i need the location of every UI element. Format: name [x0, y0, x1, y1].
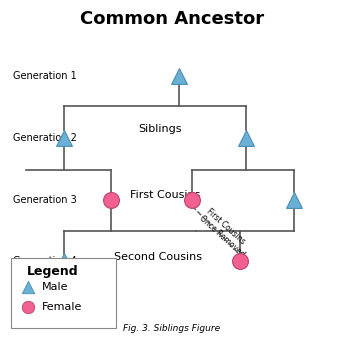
Point: [25, 284, 31, 290]
Text: Male: Male: [42, 282, 68, 292]
Text: Common Ancestor: Common Ancestor: [80, 11, 264, 28]
Point: [25, 304, 31, 310]
Point: [108, 197, 114, 202]
Point: [237, 258, 243, 264]
Point: [291, 197, 297, 202]
Text: Generation 3: Generation 3: [13, 195, 77, 204]
Point: [61, 258, 66, 264]
Text: Female: Female: [42, 302, 82, 312]
Text: First Cousins: First Cousins: [130, 190, 200, 200]
Text: Siblings: Siblings: [138, 124, 182, 135]
Point: [190, 197, 195, 202]
Point: [61, 135, 66, 141]
Point: [176, 74, 182, 79]
Text: Legend: Legend: [26, 265, 78, 278]
Text: Second Cousins: Second Cousins: [115, 252, 203, 262]
Text: First Cousins
Once Removed: First Cousins Once Removed: [198, 206, 254, 259]
Text: Generation 1: Generation 1: [13, 71, 77, 81]
Point: [244, 135, 249, 141]
FancyBboxPatch shape: [11, 258, 116, 328]
Text: Fig. 3. Siblings Figure: Fig. 3. Siblings Figure: [123, 324, 221, 333]
Text: Generation 4: Generation 4: [13, 256, 77, 266]
Text: Generation 2: Generation 2: [13, 133, 77, 143]
